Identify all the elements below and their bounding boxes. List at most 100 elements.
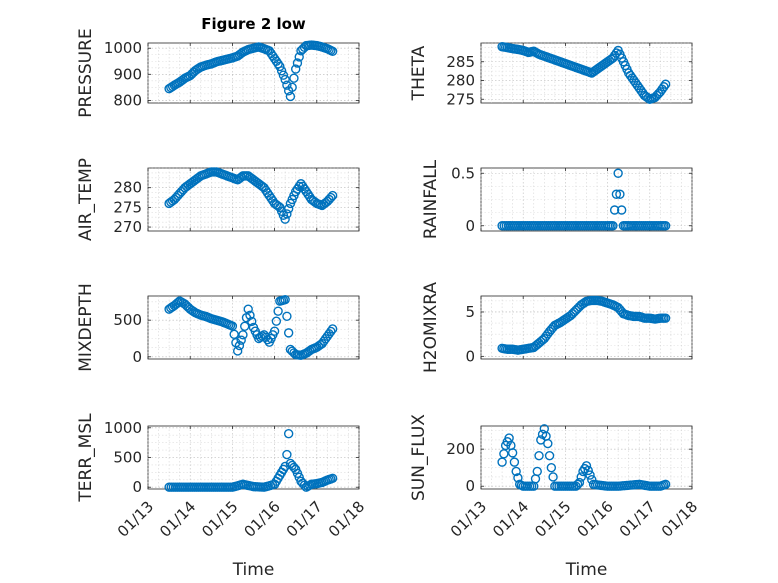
y-axis-label: THETA xyxy=(409,45,429,101)
x-tick-label: 01/17 xyxy=(616,497,659,540)
x-tick-label: 01/15 xyxy=(198,497,241,540)
y-tick-label: 1000 xyxy=(104,39,142,57)
data-point xyxy=(283,429,294,439)
y-tick-label: 275 xyxy=(113,198,142,216)
y-tick-label: 0 xyxy=(465,477,475,495)
data-point xyxy=(326,192,336,203)
y-tick-label: 280 xyxy=(113,179,142,197)
data-point xyxy=(513,473,523,483)
data-point xyxy=(282,80,292,90)
data-point xyxy=(278,70,289,80)
x-tick-label: 01/13 xyxy=(114,497,157,540)
data-point xyxy=(507,448,518,458)
data-point xyxy=(243,304,253,314)
data-point xyxy=(273,306,283,316)
data-point xyxy=(276,66,287,76)
data-point xyxy=(294,181,304,192)
y-axis-label: SUN_FLUX xyxy=(409,414,429,501)
data-point xyxy=(234,340,245,351)
y-tick-label: 270 xyxy=(113,218,142,236)
y-tick-label: 900 xyxy=(113,65,142,83)
y-tick-label: 0 xyxy=(465,347,475,365)
data-point xyxy=(609,205,620,215)
data-point xyxy=(327,190,338,201)
x-tick-label: 01/18 xyxy=(658,497,701,540)
data-point xyxy=(292,58,303,68)
data-point xyxy=(280,294,290,305)
data-point xyxy=(532,466,542,477)
x-tick-label: 01/14 xyxy=(156,497,199,540)
x-tick-label: 01/14 xyxy=(489,497,532,540)
data-point xyxy=(232,346,243,356)
y-axis-label: TERR_MSL xyxy=(76,413,96,503)
data-point xyxy=(660,313,671,323)
data-point xyxy=(327,46,338,57)
data-point xyxy=(236,335,246,345)
data-point xyxy=(660,79,671,89)
data-point xyxy=(275,61,285,72)
data-point xyxy=(327,473,338,484)
data-point xyxy=(291,64,301,74)
data-point xyxy=(271,316,282,326)
data-point xyxy=(240,321,250,331)
data-point xyxy=(173,297,183,308)
data-point xyxy=(327,324,338,334)
data-point xyxy=(660,479,671,490)
data-point xyxy=(282,311,292,321)
data-point xyxy=(282,449,292,460)
data-point xyxy=(282,209,292,219)
data-point xyxy=(294,52,304,62)
x-axis-label: Time xyxy=(565,560,608,580)
data-point xyxy=(280,74,290,85)
data-point xyxy=(238,330,248,340)
data-point xyxy=(615,189,625,199)
x-tick-label: 01/16 xyxy=(573,497,616,540)
y-tick-label: 1000 xyxy=(104,419,142,437)
data-point xyxy=(287,82,297,93)
data-point xyxy=(548,472,558,482)
data-point xyxy=(574,477,585,488)
data-point xyxy=(583,465,593,476)
y-tick-label: 0 xyxy=(132,348,142,366)
y-tick-label: 280 xyxy=(446,72,475,90)
data-point xyxy=(611,189,622,199)
data-point xyxy=(576,472,586,482)
x-tick-label: 01/13 xyxy=(447,497,490,540)
data-point xyxy=(247,316,257,327)
y-tick-label: 800 xyxy=(113,91,142,109)
x-tick-label: 01/18 xyxy=(325,497,368,540)
data-point xyxy=(660,221,671,231)
data-point xyxy=(543,438,553,449)
y-axis-label: PRESSURE xyxy=(76,28,96,117)
data-point xyxy=(581,461,592,471)
y-tick-label: 0.5 xyxy=(451,164,475,182)
data-point xyxy=(585,470,595,480)
data-point xyxy=(280,214,290,224)
data-point xyxy=(285,91,296,102)
y-tick-label: 0 xyxy=(132,478,142,496)
data-point xyxy=(608,221,618,231)
data-point xyxy=(245,310,255,320)
data-point xyxy=(511,466,521,477)
data-point xyxy=(659,82,669,92)
x-tick-label: 01/16 xyxy=(240,497,283,540)
y-axis-label: H2OMIXRA xyxy=(421,282,441,373)
data-point xyxy=(509,457,520,467)
y-axis-label: AIR_TEMP xyxy=(76,158,96,241)
data-point xyxy=(613,168,623,178)
data-point xyxy=(546,462,557,473)
chart-title: Figure 2 low xyxy=(201,15,306,33)
subplot-pressure: 800 900 1000 PRESSURE Figure 2 low xyxy=(76,15,360,118)
subplot-mixdepth: 0 500 MIXDEPTH xyxy=(76,283,360,372)
data-point xyxy=(326,326,336,337)
data-point xyxy=(283,328,294,338)
data-point xyxy=(280,461,290,472)
data-point xyxy=(544,450,555,461)
subplot-rainfall: 0 0.5 RAINFALL xyxy=(421,159,693,239)
y-tick-label: 5 xyxy=(465,303,475,321)
data-point xyxy=(643,93,653,103)
y-tick-label: 0 xyxy=(465,217,475,235)
